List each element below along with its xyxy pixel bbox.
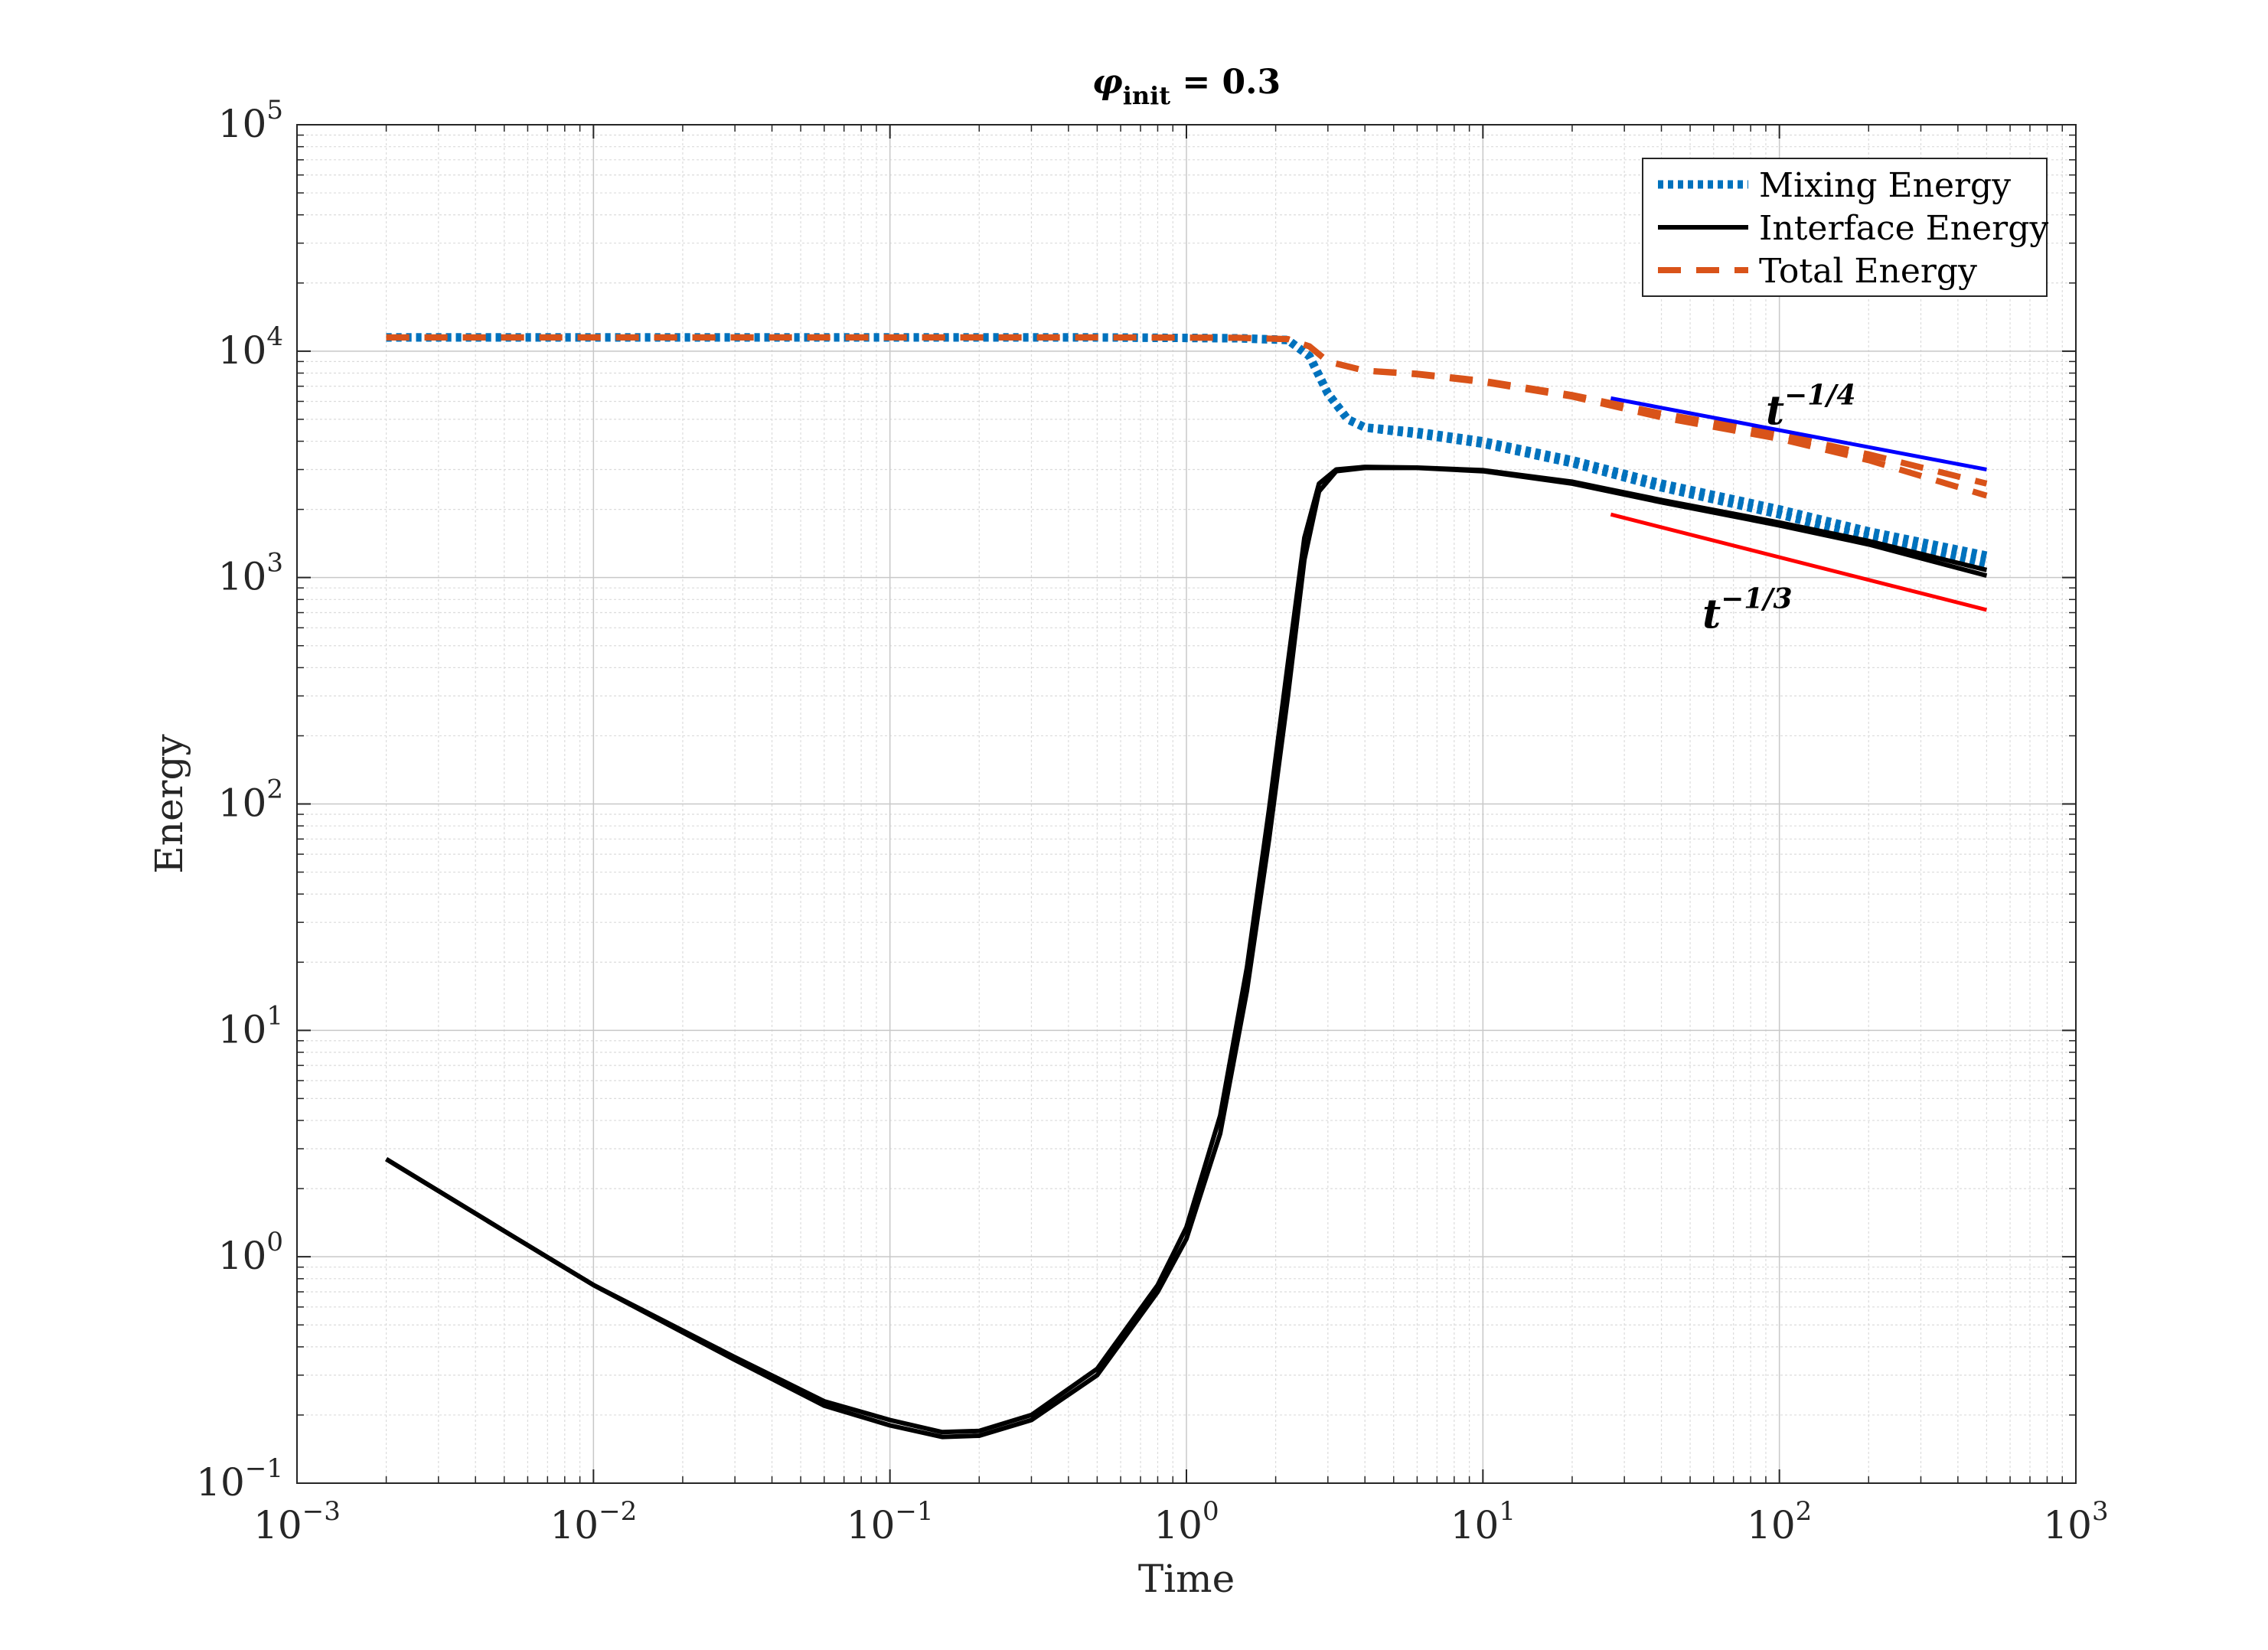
annotation-base: t [1766, 387, 1784, 434]
legend-item: Interface Energy [1658, 209, 2048, 248]
annotation-exponent: −1/3 [1721, 582, 1792, 615]
x-tick-label: 100 [1154, 1496, 1219, 1547]
slope-annotation: t−1/4 [1766, 379, 1855, 434]
y-tick-label: 105 [218, 95, 283, 146]
x-tick-exponent: 2 [1796, 1496, 1813, 1527]
slope-annotation: t−1/3 [1702, 582, 1792, 638]
annotation-base: t [1702, 591, 1721, 638]
series-line-total-energy [386, 334, 1988, 487]
x-tick-base: 10 [550, 1503, 599, 1547]
y-tick-exponent: 3 [266, 548, 283, 579]
y-tick-label: 100 [218, 1227, 283, 1278]
x-tick-base: 10 [253, 1503, 302, 1547]
y-tick-exponent: 0 [266, 1227, 283, 1257]
y-tick-label: 102 [218, 774, 283, 826]
series-line-interface-energy [385, 465, 1988, 1435]
x-tick-exponent: 0 [1203, 1496, 1219, 1527]
x-tick-label: 10−3 [253, 1496, 341, 1547]
x-tick-exponent: 1 [1499, 1496, 1516, 1527]
series-layer [385, 333, 1988, 1440]
y-tick-exponent: 1 [266, 1000, 283, 1031]
y-axis-label: Energy [147, 734, 191, 874]
y-tick-label: 104 [218, 321, 283, 373]
x-tick-base: 10 [2043, 1503, 2092, 1547]
y-tick-label: 10−1 [196, 1453, 283, 1505]
y-tick-base: 10 [218, 555, 267, 599]
y-tick-label: 101 [218, 1000, 283, 1052]
tick-marks [296, 124, 2077, 1484]
y-tick-base: 10 [218, 102, 267, 146]
y-tick-base: 10 [218, 1234, 267, 1278]
legend-label: Interface Energy [1759, 209, 2048, 248]
x-tick-exponent: −1 [895, 1496, 933, 1527]
annotations: t−1/4t−1/3 [1702, 379, 1855, 638]
x-axis-label: Time [1138, 1557, 1235, 1601]
reference-lines [1610, 396, 1988, 612]
annotation-exponent: −1/4 [1784, 379, 1855, 411]
y-tick-base: 10 [218, 781, 267, 826]
legend-label: Total Energy [1759, 252, 1977, 291]
y-tick-base: 10 [196, 1460, 245, 1505]
x-tick-base: 10 [1154, 1503, 1203, 1547]
x-tick-label: 101 [1451, 1496, 1516, 1547]
reference-line [1610, 512, 1988, 612]
x-tick-exponent: −3 [302, 1496, 341, 1527]
legend: Mixing Energy Interface Energy Total Energ… [1642, 158, 2048, 297]
title-rest: = 0.3 [1170, 63, 1281, 102]
x-tick-exponent: −2 [599, 1496, 637, 1527]
y-tick-base: 10 [218, 328, 267, 373]
title-subscript: init [1123, 81, 1171, 110]
x-tick-base: 10 [847, 1503, 896, 1547]
legend-label: Mixing Energy [1759, 166, 2011, 205]
x-tick-labels: 10−3 10−2 10−1 100 101 102 103 [253, 1496, 2109, 1547]
x-tick-exponent: 3 [2092, 1496, 2109, 1527]
y-tick-exponent: −1 [245, 1453, 283, 1484]
reference-line [1610, 396, 1987, 471]
y-tick-exponent: 5 [266, 95, 283, 126]
x-tick-label: 10−2 [550, 1496, 637, 1547]
x-tick-base: 10 [1747, 1503, 1796, 1547]
series-line-mixing-energy [386, 333, 1988, 560]
x-tick-label: 103 [2043, 1496, 2108, 1547]
y-tick-exponent: 2 [266, 774, 283, 805]
title-symbol: φ [1092, 63, 1123, 102]
y-tick-exponent: 4 [266, 321, 283, 352]
y-tick-base: 10 [218, 1007, 267, 1052]
y-tick-label: 103 [218, 548, 283, 599]
x-tick-label: 102 [1747, 1496, 1812, 1547]
chart-title: φinit = 0.3 [1092, 63, 1281, 110]
legend-item: Total Energy [1658, 252, 1977, 291]
legend-item: Mixing Energy [1658, 166, 2011, 205]
x-tick-base: 10 [1451, 1503, 1499, 1547]
x-tick-label: 10−1 [847, 1496, 934, 1547]
